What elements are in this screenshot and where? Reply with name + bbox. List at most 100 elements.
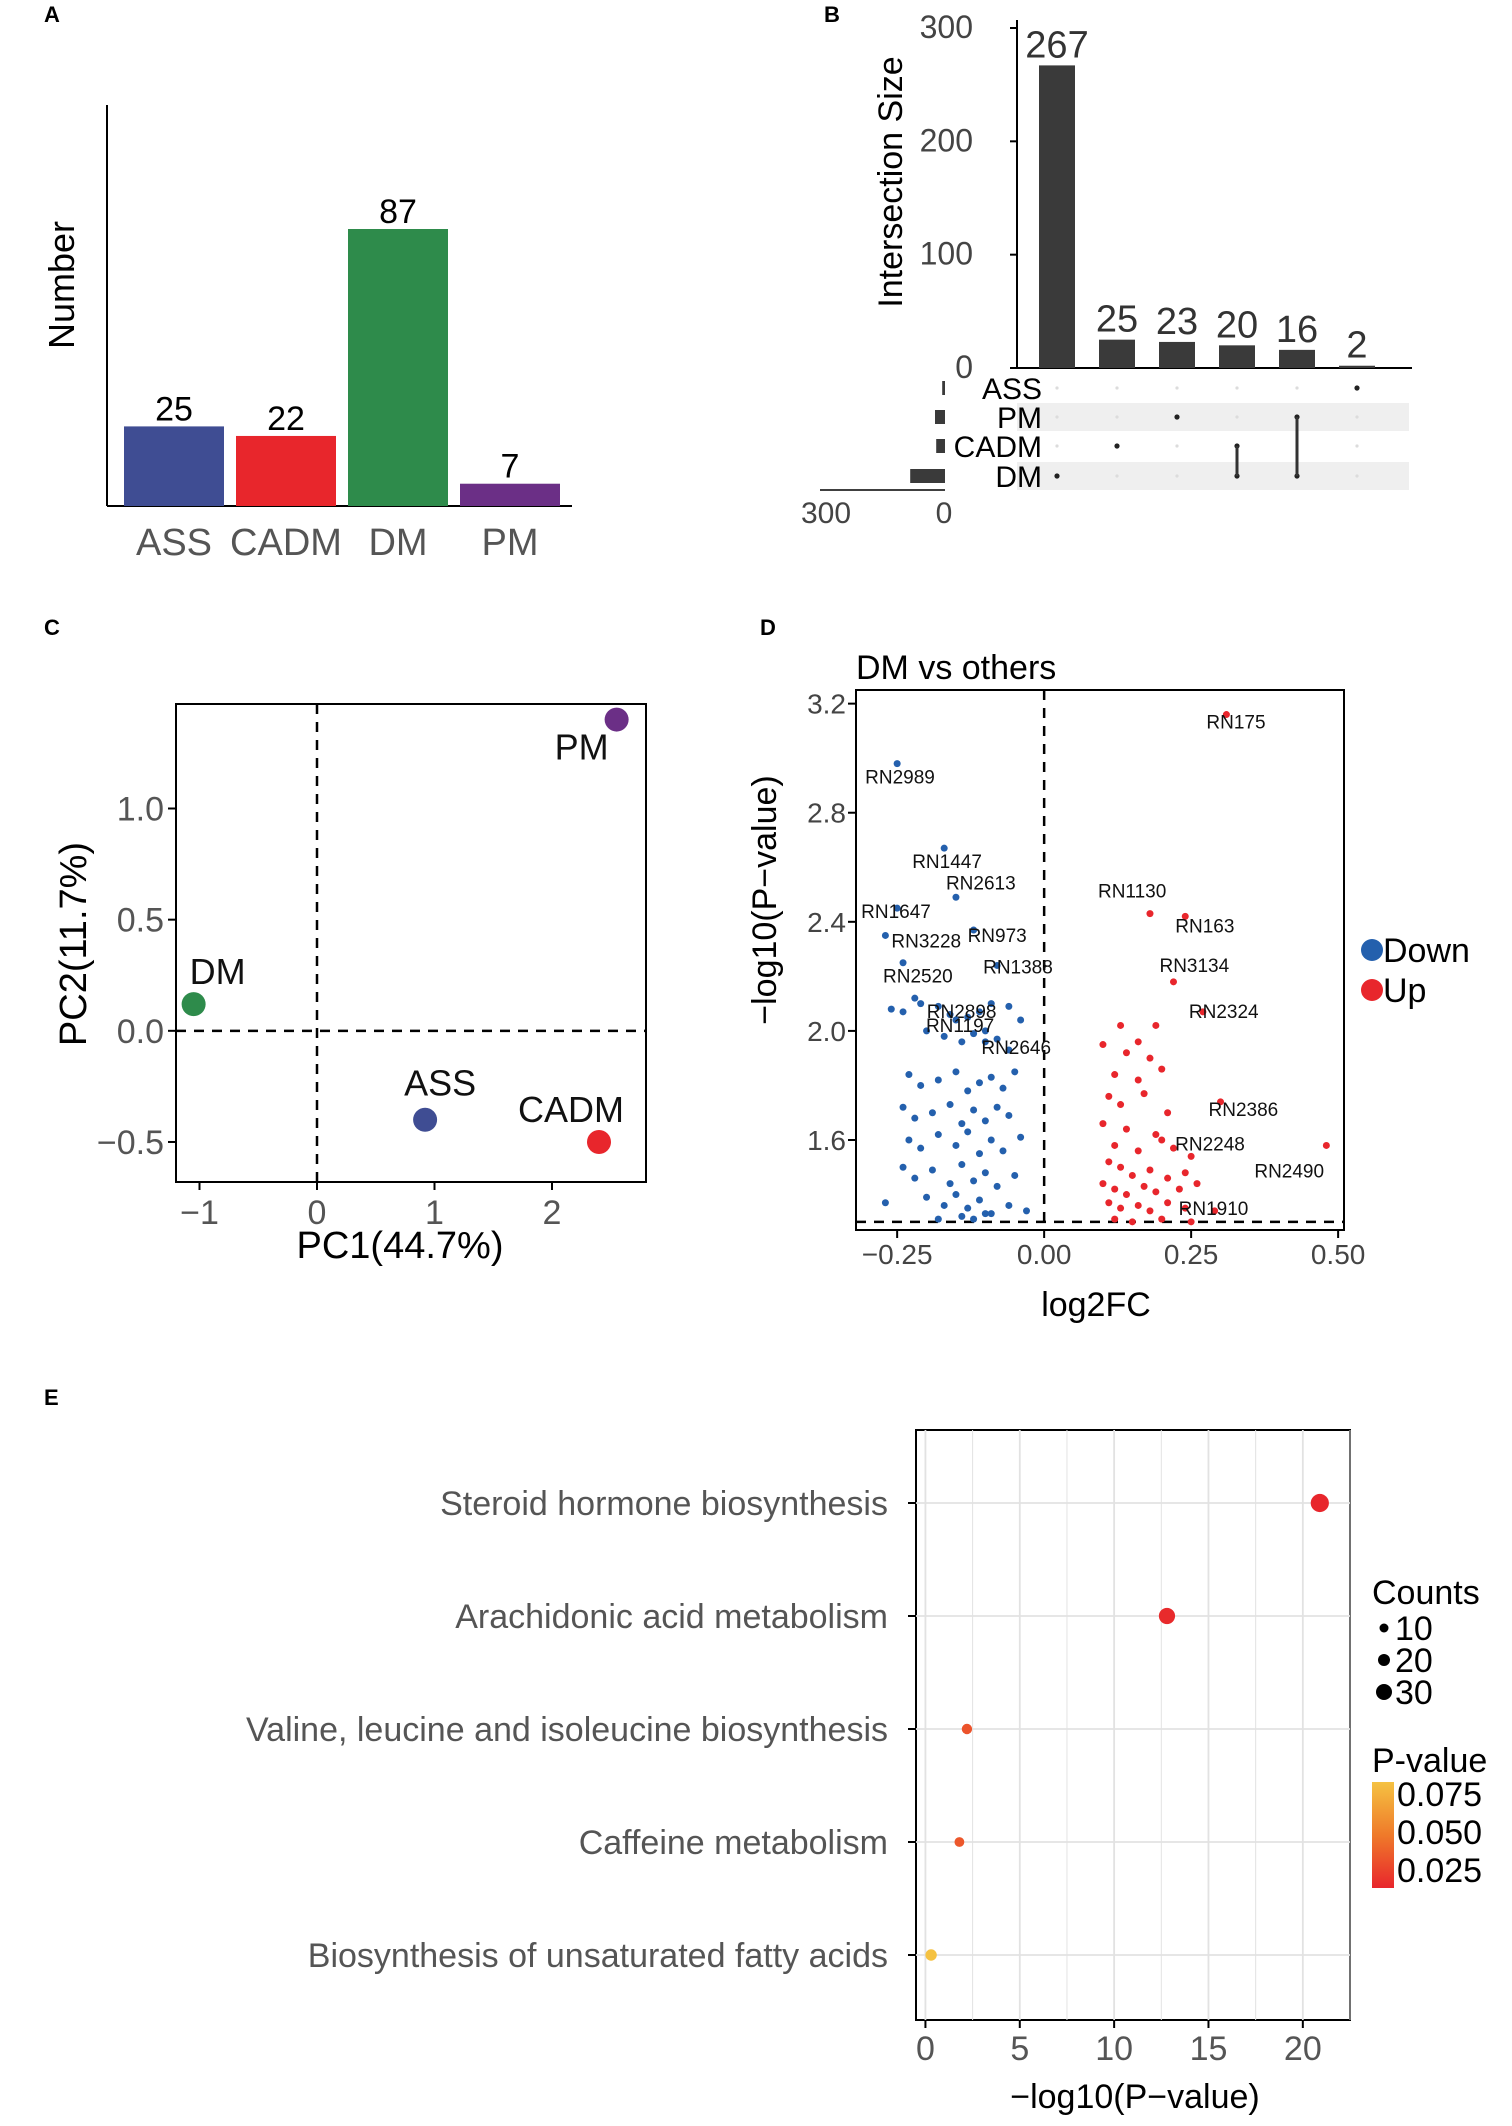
- d-point-down-16: [1005, 1046, 1013, 1054]
- d-point-down-13: [970, 1030, 978, 1038]
- b-set-size-bar-dm: [910, 469, 945, 483]
- d-point-down-8: [1005, 1002, 1013, 1010]
- b-matrix-dot-cadm-5: [1355, 444, 1359, 448]
- d-point-up-26: [1099, 1180, 1107, 1188]
- b-set-size-tick-0: 0: [936, 497, 953, 530]
- b-matrix-dot-dm-2: [1175, 474, 1179, 478]
- d-point-down-15: [993, 1035, 1001, 1043]
- b-y-tick-label-200: 200: [920, 122, 973, 158]
- d-point-down-48: [958, 1161, 966, 1169]
- d-point-up-22: [1128, 1171, 1136, 1179]
- b-matrix-dot-ass-1: [1115, 386, 1119, 390]
- e-legend-size-label-10: 10: [1395, 1610, 1433, 1648]
- d-point-down-26: [899, 1103, 907, 1111]
- c-point-cadm: [587, 1129, 611, 1154]
- d-point-down-6: [975, 1008, 983, 1016]
- d-point-down-47: [946, 1180, 954, 1188]
- d-point-down-58: [975, 1196, 983, 1204]
- d-point-down-0: [887, 1005, 895, 1013]
- d-point-down-57: [964, 1204, 972, 1212]
- d-point-down-51: [993, 1182, 1001, 1190]
- a-x-tick-pm: PM: [482, 522, 539, 564]
- d-point-down-46: [928, 1166, 936, 1174]
- e-legend-color-label-0025: 0.025: [1397, 1852, 1482, 1890]
- d-point-down-35: [905, 1136, 913, 1144]
- d-point-up-27: [1111, 1185, 1119, 1193]
- d-point-up-31: [1175, 1185, 1183, 1193]
- b-bar-0: [1039, 65, 1075, 369]
- d-point-up-21: [1117, 1163, 1125, 1171]
- d-labeled-point-rn1647: [893, 904, 901, 912]
- d-point-down-42: [999, 1147, 1007, 1155]
- b-bar-value-3: 20: [1216, 304, 1258, 346]
- b-bar-value-0: 267: [1025, 24, 1088, 66]
- b-set-label-ass: ASS: [982, 373, 1042, 406]
- b-matrix-dot-cadm-2: [1175, 444, 1179, 448]
- d-x-tick-label-2: 0.25: [1164, 1239, 1219, 1270]
- d-point-label-rn2248: RN2248: [1175, 1134, 1245, 1155]
- b-set-size-bar-cadm: [936, 439, 945, 453]
- b-set-label-cadm: CADM: [954, 431, 1042, 464]
- c-y-axis-title: PC2(11.7%): [53, 842, 95, 1046]
- b-y-tick-label-100: 100: [920, 236, 973, 272]
- e-legend-size-label-30: 30: [1395, 1674, 1433, 1712]
- d-point-down-4: [946, 1011, 954, 1019]
- e-x-tick-label-15: 15: [1190, 2030, 1228, 2068]
- b-bar-value-1: 25: [1096, 299, 1138, 341]
- b-matrix-dot-dm-1: [1115, 474, 1119, 478]
- b-y-ticks: 300 200 100 0: [920, 9, 1017, 385]
- d-point-down-55: [940, 1201, 948, 1209]
- d-point-down-25: [1011, 1068, 1019, 1076]
- panel-d-letter: D: [760, 615, 776, 640]
- d-point-down-21: [964, 1087, 972, 1095]
- d-point-down-65: [981, 1210, 989, 1218]
- c-x-tick-label-3: 2: [543, 1194, 562, 1232]
- b-set-size-tick-300: 300: [801, 497, 851, 530]
- d-points: [881, 1000, 1201, 1226]
- a-bar-cadm: [236, 435, 336, 506]
- b-bar-5: [1339, 365, 1375, 368]
- b-matrix-dot-pm-2: [1174, 414, 1180, 420]
- d-point-label-rn3134: RN3134: [1159, 956, 1229, 977]
- d-point-down-28: [928, 1109, 936, 1117]
- a-bar-value-dm: 87: [379, 193, 417, 231]
- d-point-up-11: [1140, 1090, 1148, 1098]
- panel-a-letter: A: [44, 2, 60, 27]
- d-point-down-52: [1011, 1171, 1019, 1179]
- b-set-label-dm: DM: [995, 461, 1042, 494]
- d-point-up-9: [1105, 1092, 1113, 1100]
- a-bar-ass: [124, 426, 224, 506]
- e-point-arachidonic-acid-metabolism: [1158, 1607, 1176, 1625]
- d-labeled-point-rn1910: [1211, 1207, 1219, 1215]
- d-labeled-point-rn175: [1222, 711, 1230, 719]
- a-x-tick-dm: DM: [368, 522, 427, 564]
- d-point-down-18: [917, 1081, 925, 1089]
- d-point-label-rn175: RN175: [1206, 713, 1265, 734]
- b-matrix-dot-ass-5: [1354, 385, 1360, 391]
- panel-d-volcano-plot: DM vs others −0.25 0.00 0.25 0.50 3.2 2.8 2.4 2…: [746, 649, 1470, 1324]
- d-point-up-18: [1158, 1136, 1166, 1144]
- b-matrix-dot-cadm-0: [1055, 444, 1059, 448]
- d-point-up-14: [1122, 1125, 1130, 1133]
- d-labeled-point-rn1447: [940, 844, 948, 852]
- e-point-steroid-hormone-biosynthesis: [1310, 1493, 1329, 1513]
- d-point-up-0: [1117, 1021, 1125, 1029]
- d-labeled-point-rn2324: [1199, 1008, 1207, 1016]
- b-bar-value-2: 23: [1156, 301, 1198, 343]
- d-point-up-10: [1117, 1101, 1125, 1109]
- d-point-down-53: [881, 1199, 889, 1207]
- d-x-axis-title: log2FC: [1041, 1286, 1151, 1324]
- e-point-valine-leucine-and-isoleucine-biosynthesis: [961, 1723, 973, 1735]
- d-y-tick-label-1: 2.8: [807, 798, 846, 829]
- d-labeled-point-rn2248: [1187, 1152, 1195, 1160]
- c-point-ass: [413, 1107, 438, 1132]
- d-point-up-20: [1105, 1158, 1113, 1166]
- d-labeled-point-rn2386: [1217, 1098, 1225, 1106]
- d-x-tick-label-1: 0.00: [1017, 1239, 1072, 1270]
- d-point-label-rn1910: RN1910: [1179, 1199, 1249, 1220]
- d-point-up-6: [1111, 1071, 1119, 1079]
- d-point-up-7: [1134, 1076, 1142, 1084]
- d-point-up-25: [1181, 1169, 1189, 1177]
